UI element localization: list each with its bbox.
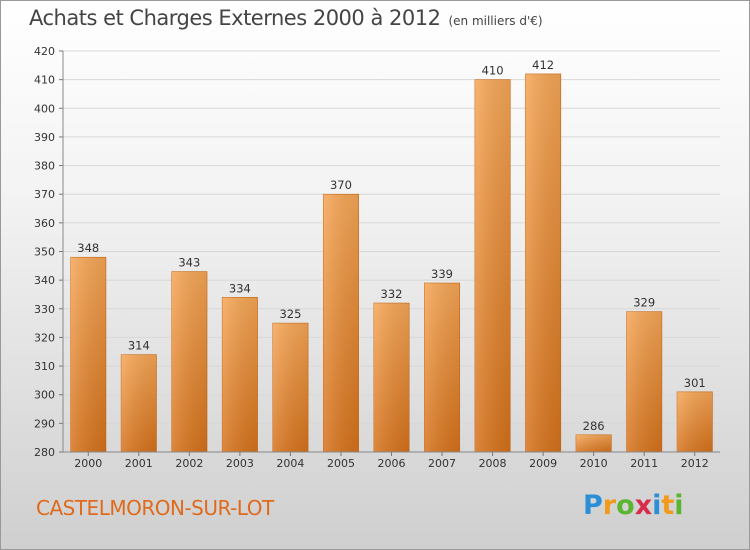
value-label: 332 bbox=[381, 287, 403, 301]
place-name: CASTELMORON-SUR-LOT bbox=[36, 496, 274, 520]
y-tick-label: 300 bbox=[34, 389, 55, 402]
bar-shade bbox=[626, 311, 662, 452]
y-tick-label: 380 bbox=[34, 160, 55, 173]
y-tick-label: 400 bbox=[34, 102, 55, 115]
y-tick-label: 360 bbox=[34, 217, 55, 230]
value-label: 301 bbox=[684, 376, 706, 390]
value-label: 286 bbox=[583, 419, 605, 433]
x-tick-label: 2010 bbox=[580, 457, 608, 470]
y-tick-label: 420 bbox=[34, 45, 55, 58]
value-label: 314 bbox=[128, 339, 150, 353]
bar-shade bbox=[323, 194, 359, 452]
chart-title-text: Achats et Charges Externes 2000 à 2012 bbox=[29, 6, 441, 30]
x-tick-label: 2002 bbox=[175, 457, 203, 470]
proxiti-logo[interactable]: Proxiti bbox=[583, 490, 684, 521]
y-axis: 280 290 300 310 320 330 340 350 360 370 380 390 400 4… bbox=[34, 45, 64, 459]
bar-shade bbox=[70, 257, 106, 452]
chart-title: Achats et Charges Externes 2000 à 2012 (e… bbox=[29, 6, 543, 30]
y-tick-label: 310 bbox=[34, 360, 55, 373]
bar-shade bbox=[373, 303, 410, 452]
x-axis: 2000 2001 2002 2003 2004 2005 2006 2007 2008 2009… bbox=[63, 451, 720, 470]
x-tick-label: 2011 bbox=[630, 457, 658, 470]
bar-shade bbox=[171, 271, 208, 452]
value-label: 348 bbox=[77, 241, 99, 255]
y-tick-label: 290 bbox=[34, 417, 55, 430]
bar-shade bbox=[474, 79, 511, 453]
y-tick-label: 350 bbox=[34, 246, 55, 259]
bar-shade bbox=[525, 73, 561, 453]
x-tick-label: 2006 bbox=[378, 457, 406, 470]
bars bbox=[70, 73, 713, 453]
value-label: 412 bbox=[532, 58, 554, 72]
y-tick-label: 280 bbox=[34, 446, 55, 459]
x-tick-label: 2005 bbox=[327, 457, 355, 470]
value-labels: 348 314 343 334 325 370 332 339 410 412 286 329 301 bbox=[77, 58, 705, 433]
x-tick-label: 2000 bbox=[74, 457, 102, 470]
bar-shade bbox=[272, 323, 309, 452]
value-label: 329 bbox=[633, 296, 655, 310]
value-label: 343 bbox=[178, 256, 200, 270]
value-label: 339 bbox=[431, 267, 453, 281]
x-tick-label: 2012 bbox=[681, 457, 709, 470]
x-tick-label: 2009 bbox=[529, 457, 557, 470]
x-tick-label: 2001 bbox=[125, 457, 153, 470]
value-label: 370 bbox=[330, 178, 352, 192]
y-tick-label: 340 bbox=[34, 274, 55, 287]
y-tick-label: 390 bbox=[34, 131, 55, 144]
x-tick-label: 2008 bbox=[479, 457, 507, 470]
chart-unit: (en milliers d'€) bbox=[448, 14, 543, 28]
bar-shade bbox=[121, 354, 157, 452]
y-tick-label: 330 bbox=[34, 303, 55, 316]
bar-shade bbox=[222, 297, 258, 452]
bar-shade bbox=[677, 391, 713, 452]
x-tick-label: 2007 bbox=[428, 457, 456, 470]
x-tick-label: 2003 bbox=[226, 457, 254, 470]
y-tick-label: 410 bbox=[34, 74, 55, 87]
value-label: 334 bbox=[229, 281, 251, 295]
value-label: 410 bbox=[482, 64, 504, 78]
bar-shade bbox=[424, 283, 460, 452]
y-tick-label: 320 bbox=[34, 331, 55, 344]
x-tick-label: 2004 bbox=[276, 457, 304, 470]
y-tick-label: 370 bbox=[34, 188, 55, 201]
value-label: 325 bbox=[279, 307, 301, 321]
bar-shade bbox=[575, 434, 612, 452]
